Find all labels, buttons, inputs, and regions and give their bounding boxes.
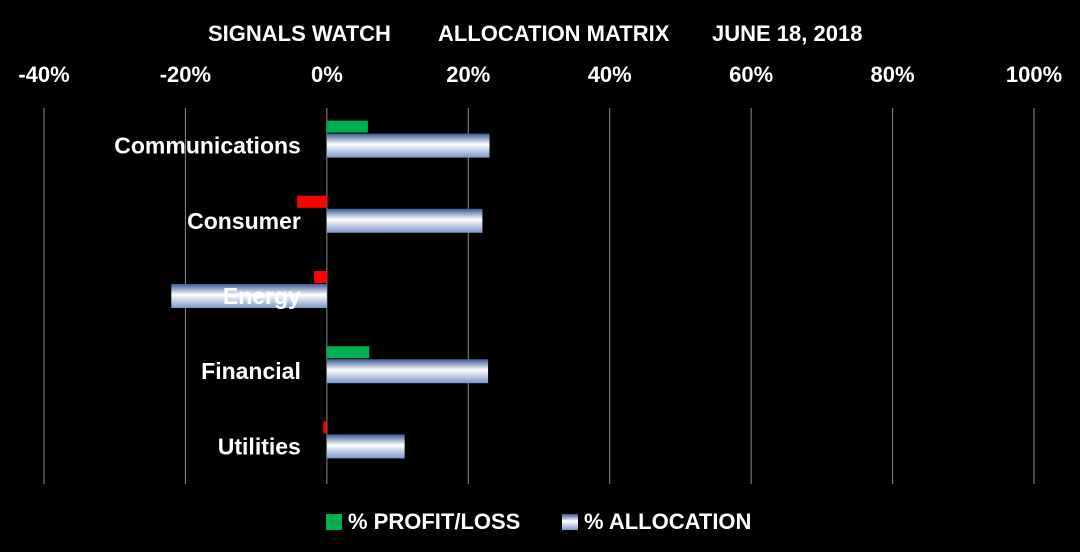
bar-allocation-utilities bbox=[326, 434, 405, 459]
bars bbox=[171, 120, 490, 459]
x-tick-label: -40% bbox=[18, 62, 69, 87]
bar-profit-loss-energy bbox=[314, 271, 327, 283]
category-label-financial: Financial bbox=[201, 358, 301, 384]
chart-title-part-2: ALLOCATION MATRIX bbox=[438, 21, 670, 46]
legend-swatch-profit-loss bbox=[326, 514, 342, 530]
x-tick-label: 100% bbox=[1006, 62, 1062, 87]
x-tick-label: 80% bbox=[871, 62, 915, 87]
category-label-energy: Energy bbox=[223, 283, 301, 309]
bar-profit-loss-consumer bbox=[297, 195, 327, 208]
x-tick-label: -20% bbox=[160, 62, 211, 87]
bar-allocation-consumer bbox=[326, 208, 483, 233]
bar-allocation-communications bbox=[326, 133, 490, 158]
category-labels: Communications Consumer Energy Financial Uti… bbox=[114, 133, 301, 460]
legend-label-allocation: % ALLOCATION bbox=[584, 509, 751, 534]
x-tick-label: 0% bbox=[311, 62, 343, 87]
legend-swatch-allocation bbox=[562, 514, 578, 530]
category-label-consumer: Consumer bbox=[187, 208, 301, 234]
x-tick-label: 20% bbox=[446, 62, 490, 87]
legend-label-profit-loss: % PROFIT/LOSS bbox=[348, 509, 520, 534]
bar-allocation-financial bbox=[326, 359, 489, 384]
bar-profit-loss-financial bbox=[326, 346, 370, 359]
x-axis-tick-labels: -40% -20% 0% 20% 40% 60% 80% 100% bbox=[18, 62, 1062, 87]
category-label-communications: Communications bbox=[114, 133, 301, 159]
bar-profit-loss-utilities bbox=[323, 421, 327, 434]
category-label-utilities: Utilities bbox=[218, 433, 301, 459]
legend: % PROFIT/LOSS % ALLOCATION bbox=[326, 509, 751, 534]
x-tick-label: 40% bbox=[588, 62, 632, 87]
x-tick-label: 60% bbox=[729, 62, 773, 87]
bar-allocation-energy bbox=[171, 284, 327, 308]
chart-title-part-3: JUNE 18, 2018 bbox=[712, 21, 862, 46]
bar-profit-loss-communications bbox=[326, 120, 368, 133]
chart-title-part-1: SIGNALS WATCH bbox=[208, 21, 391, 46]
